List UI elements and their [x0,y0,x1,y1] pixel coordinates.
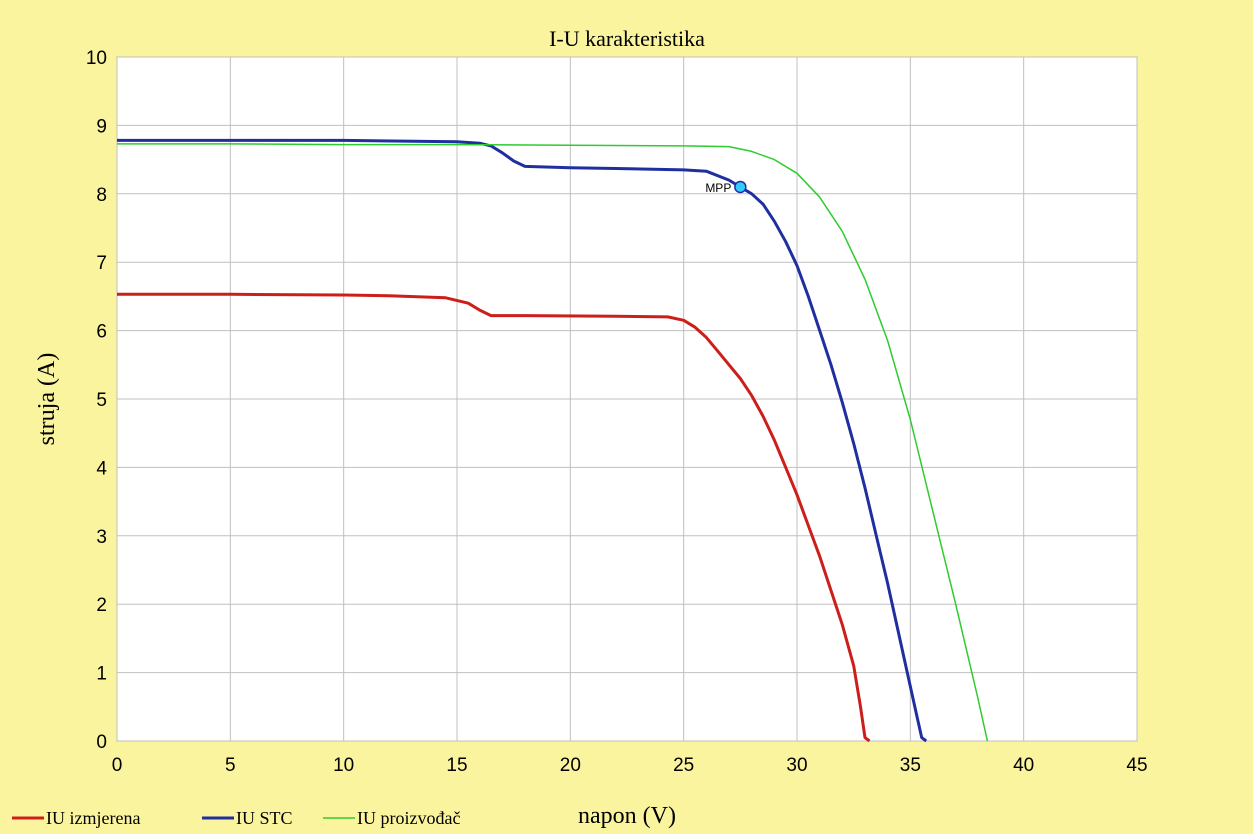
legend: IU izmjerena IU STC IU proizvođač [12,808,460,828]
legend-label-1: IU izmjerena [46,808,140,828]
x-tick-label: 40 [1013,755,1034,776]
x-tick-label: 15 [446,755,467,776]
annotation-layer: MPP [705,180,747,195]
series-layer [117,138,989,743]
legend-label-3: IU proizvođač [357,808,460,828]
x-tick-label: 5 [225,755,236,776]
series-line-3 [117,143,989,742]
x-tick-label: 0 [112,755,123,776]
y-tick-label: 10 [86,48,107,69]
series-line-1 [117,292,871,743]
y-tick-label: 5 [96,390,107,411]
y-axis-label: struja (A) [34,353,60,446]
y-tick-label: 1 [96,664,107,685]
mpp-marker [734,180,747,194]
y-tick-label: 0 [96,732,107,753]
chart-title: I-U karakteristika [549,26,705,51]
y-tick-label: 7 [96,253,107,274]
x-tick-label: 25 [673,755,694,776]
x-tick-label: 45 [1126,755,1147,776]
y-tick-label: 3 [96,527,107,548]
y-tick-label: 9 [96,116,107,137]
legend-label-2: IU STC [236,808,293,828]
mpp-label: MPP [705,181,731,195]
y-tick-label: 6 [96,322,107,343]
y-tick-label: 2 [96,595,107,616]
x-tick-label: 20 [560,755,581,776]
x-tick-label: 30 [786,755,807,776]
x-axis-label: napon (V) [578,803,676,829]
series-line-2 [117,138,928,743]
y-tick-label: 4 [96,458,107,479]
x-tick-label: 35 [900,755,921,776]
x-tick-label: 10 [333,755,354,776]
y-tick-label: 8 [96,185,107,206]
